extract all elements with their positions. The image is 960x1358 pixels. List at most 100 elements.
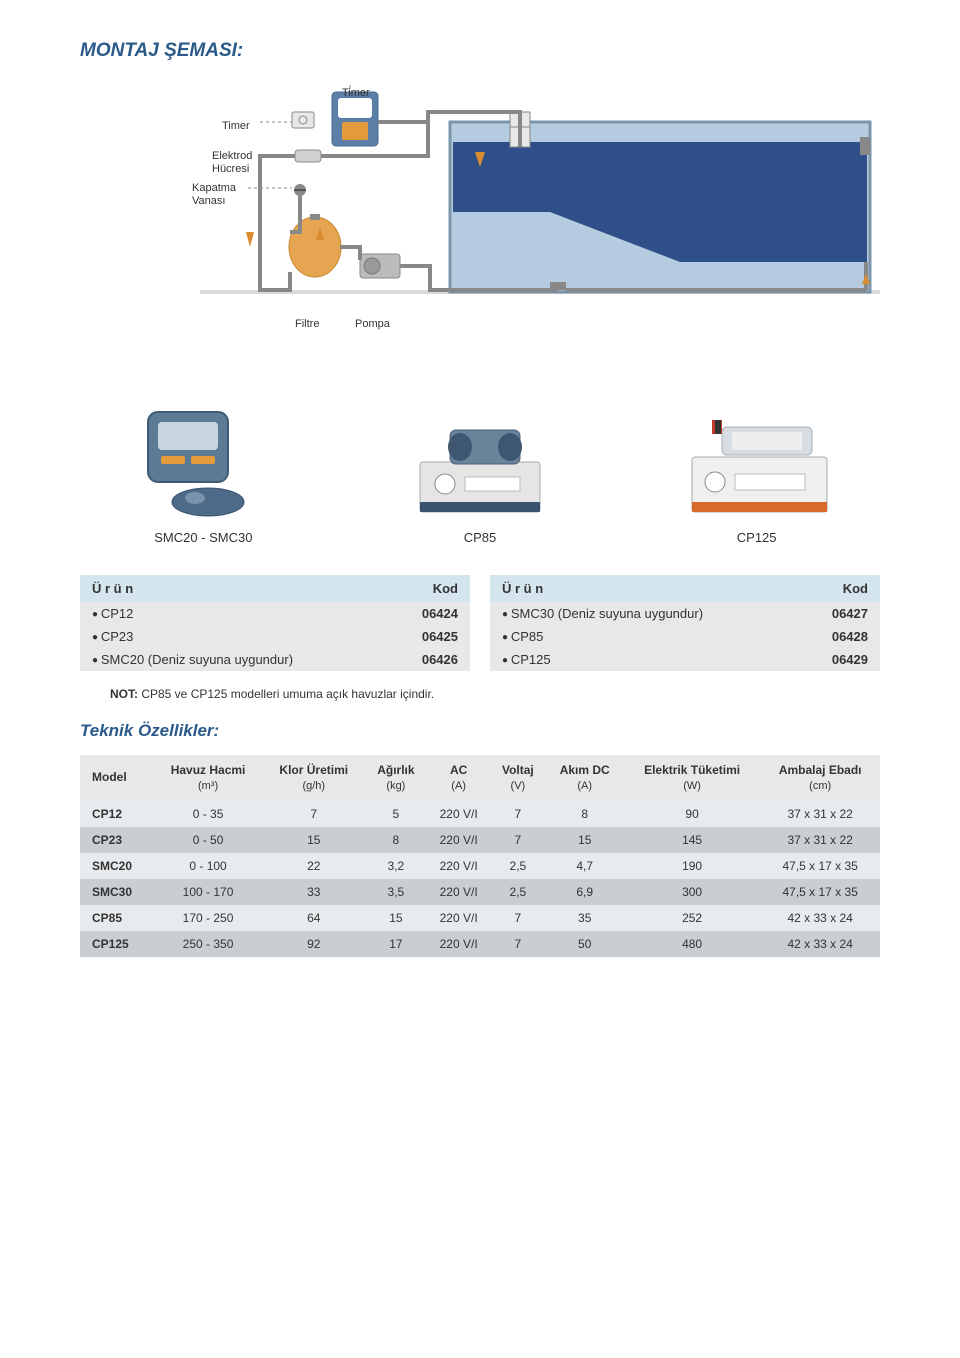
codes-header-urun: Ü r ü n [80, 575, 388, 602]
spec-cell: 4,7 [546, 853, 624, 879]
product-label-cp85: CP85 [464, 530, 497, 545]
spec-cell: 2,5 [490, 853, 545, 879]
spec-cell: 220 V/I [427, 905, 490, 931]
spec-cell: 37 x 31 x 22 [760, 801, 880, 827]
product-code-cell: 06427 [798, 602, 880, 625]
spec-cell: 15 [365, 905, 427, 931]
product-cp85: CP85 [390, 402, 570, 545]
spec-cell: 0 - 100 [153, 853, 263, 879]
spec-cell: SMC20 [80, 853, 153, 879]
product-code-cell: 06428 [798, 625, 880, 648]
spec-cell: 42 x 33 x 24 [760, 931, 880, 957]
spec-cell: 5 [365, 801, 427, 827]
note-text: CP85 ve CP125 modelleri umuma açık havuz… [138, 687, 434, 701]
spec-column-header: AC(A) [427, 755, 490, 801]
spec-cell: 220 V/I [427, 801, 490, 827]
spec-cell: 6,9 [546, 879, 624, 905]
diagram-label-kapatma: Kapatma Vanası [192, 182, 236, 208]
codes-row: SMC20 (Deniz suyuna uygundur)06426 [80, 648, 470, 671]
codes-row: CP8506428 [490, 625, 880, 648]
spec-cell: 8 [365, 827, 427, 853]
spec-cell: SMC30 [80, 879, 153, 905]
codes-header-urun: Ü r ü n [490, 575, 798, 602]
diagram-label-filtre: Filtre [295, 318, 319, 330]
spec-cell: 2,5 [490, 879, 545, 905]
product-name-cell: CP125 [490, 648, 798, 671]
installation-diagram: Timer Timer Elektrod Hücresi Kapatma Van… [80, 82, 880, 342]
spec-column-header: Akım DC(A) [546, 755, 624, 801]
spec-cell: CP85 [80, 905, 153, 931]
spec-cell: 0 - 50 [153, 827, 263, 853]
spec-cell: 7 [490, 931, 545, 957]
spec-cell: 252 [624, 905, 760, 931]
spec-cell: 8 [546, 801, 624, 827]
spec-row: CP120 - 3575220 V/I789037 x 31 x 22 [80, 801, 880, 827]
spec-cell: 3,5 [365, 879, 427, 905]
spec-column-header: Voltaj(V) [490, 755, 545, 801]
codes-row: CP2306425 [80, 625, 470, 648]
note-label: NOT: [110, 687, 138, 701]
note: NOT: CP85 ve CP125 modelleri umuma açık … [110, 687, 880, 701]
spec-row: SMC30100 - 170333,5220 V/I2,56,930047,5 … [80, 879, 880, 905]
spec-cell: 37 x 31 x 22 [760, 827, 880, 853]
codes-row: CP12506429 [490, 648, 880, 671]
spec-column-header: Klor Üretimi(g/h) [263, 755, 365, 801]
spec-cell: 7 [490, 905, 545, 931]
spec-cell: 90 [624, 801, 760, 827]
product-smc: SMC20 - SMC30 [113, 402, 293, 545]
spec-cell: 220 V/I [427, 931, 490, 957]
spec-cell: 33 [263, 879, 365, 905]
product-image-smc [113, 402, 293, 522]
spec-cell: 0 - 35 [153, 801, 263, 827]
codes-table-left: Ü r ü n Kod CP1206424CP2306425SMC20 (Den… [80, 575, 470, 671]
spec-cell: CP125 [80, 931, 153, 957]
codes-row: CP1206424 [80, 602, 470, 625]
spec-row: CP230 - 50158220 V/I71514537 x 31 x 22 [80, 827, 880, 853]
spec-cell: 250 - 350 [153, 931, 263, 957]
spec-row: SMC200 - 100223,2220 V/I2,54,719047,5 x … [80, 853, 880, 879]
page-title: MONTAJ ŞEMASI: [80, 40, 880, 62]
product-codes-tables: Ü r ü n Kod CP1206424CP2306425SMC20 (Den… [80, 575, 880, 671]
diagram-label-pompa: Pompa [355, 318, 390, 330]
spec-cell: 190 [624, 853, 760, 879]
product-name-cell: CP12 [80, 602, 388, 625]
diagram-label-elektrod: Elektrod Hücresi [212, 150, 252, 176]
spec-column-header: Ağırlık(kg) [365, 755, 427, 801]
product-code-cell: 06424 [388, 602, 470, 625]
product-cp125: CP125 [667, 402, 847, 545]
codes-row: SMC30 (Deniz suyuna uygundur)06427 [490, 602, 880, 625]
spec-row: CP85170 - 2506415220 V/I73525242 x 33 x … [80, 905, 880, 931]
spec-column-header: Elektrik Tüketimi(W) [624, 755, 760, 801]
spec-cell: 300 [624, 879, 760, 905]
spec-cell: 3,2 [365, 853, 427, 879]
spec-row: CP125250 - 3509217220 V/I75048042 x 33 x… [80, 931, 880, 957]
spec-cell: 35 [546, 905, 624, 931]
spec-cell: 170 - 250 [153, 905, 263, 931]
spec-cell: CP23 [80, 827, 153, 853]
spec-cell: 220 V/I [427, 879, 490, 905]
diagram-label-timer-left: Timer [222, 120, 250, 132]
product-code-cell: 06426 [388, 648, 470, 671]
product-image-cp85 [390, 402, 570, 522]
spec-cell: 50 [546, 931, 624, 957]
specs-title: Teknik Özellikler: [80, 721, 880, 741]
specs-table: ModelHavuz Hacmi(m³)Klor Üretimi(g/h)Ağı… [80, 755, 880, 957]
spec-cell: 47,5 x 17 x 35 [760, 853, 880, 879]
diagram-label-timer-top: Timer [342, 87, 370, 99]
spec-cell: CP12 [80, 801, 153, 827]
spec-cell: 220 V/I [427, 827, 490, 853]
spec-column-header: Ambalaj Ebadı(cm) [760, 755, 880, 801]
spec-cell: 480 [624, 931, 760, 957]
spec-cell: 42 x 33 x 24 [760, 905, 880, 931]
product-code-cell: 06425 [388, 625, 470, 648]
spec-cell: 47,5 x 17 x 35 [760, 879, 880, 905]
spec-column-header: Model [80, 755, 153, 801]
spec-cell: 7 [263, 801, 365, 827]
product-name-cell: CP85 [490, 625, 798, 648]
product-name-cell: SMC30 (Deniz suyuna uygundur) [490, 602, 798, 625]
product-name-cell: CP23 [80, 625, 388, 648]
product-photos-row: SMC20 - SMC30 CP85 CP125 [80, 402, 880, 545]
product-label-smc: SMC20 - SMC30 [154, 530, 252, 545]
spec-cell: 15 [263, 827, 365, 853]
product-name-cell: SMC20 (Deniz suyuna uygundur) [80, 648, 388, 671]
